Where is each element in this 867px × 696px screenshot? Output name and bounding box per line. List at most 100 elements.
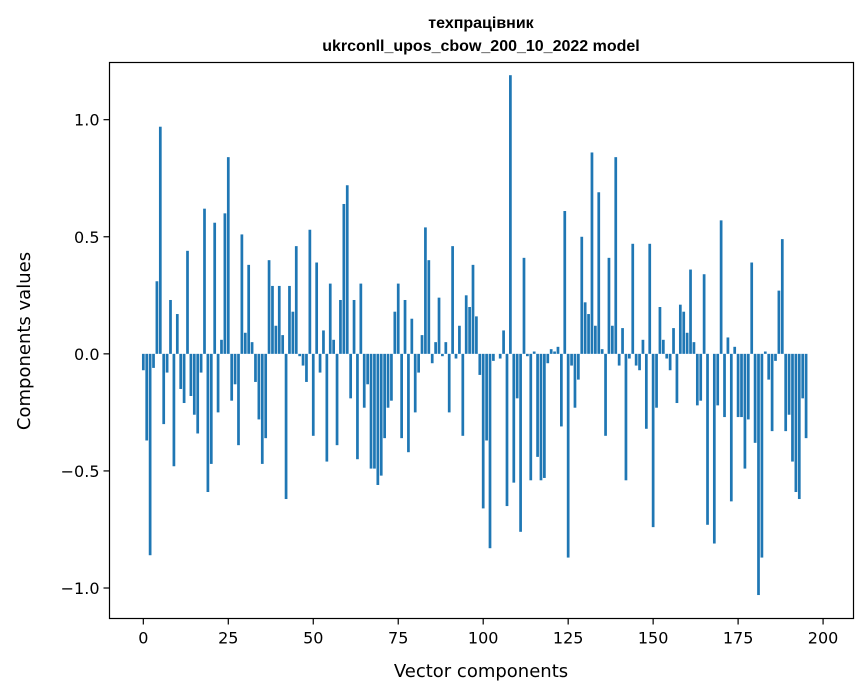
bar-178 (746, 353, 750, 420)
x-tick-label: 25 (218, 629, 238, 648)
plot-frame (108, 61, 855, 620)
bar-170 (719, 220, 723, 354)
x-tick-label: 200 (808, 629, 839, 648)
bar-10 (175, 314, 179, 354)
bar-120 (549, 349, 553, 354)
bar-183 (763, 351, 767, 354)
y-tick-label: 0.0 (74, 345, 99, 364)
bar-103 (492, 353, 495, 361)
bar-72 (386, 353, 390, 408)
bar-45 (294, 246, 298, 354)
bar-61 (349, 353, 353, 399)
bar-74 (393, 311, 397, 354)
bar-82 (420, 335, 424, 354)
bar-65 (362, 353, 366, 408)
bar-121 (553, 351, 556, 354)
bar-114 (529, 353, 533, 481)
bar-111 (519, 353, 522, 532)
bar-149 (648, 243, 652, 354)
bar-153 (661, 339, 665, 354)
bar-131 (587, 314, 590, 354)
bar-60 (345, 185, 349, 354)
chart-title-line-1: техпрацівник (428, 15, 534, 32)
bar-87 (437, 297, 441, 354)
bar-174 (733, 346, 737, 354)
bar-18 (203, 208, 206, 354)
bar-159 (682, 311, 686, 354)
bar-122 (556, 346, 560, 354)
bar-110 (515, 353, 519, 399)
bar-192 (794, 353, 798, 493)
bar-33 (254, 353, 257, 382)
bar-21 (213, 222, 217, 354)
bar-75 (396, 283, 400, 354)
bar-56 (332, 339, 336, 354)
bar-42 (284, 353, 288, 500)
bar-8 (169, 299, 172, 354)
bar-46 (298, 353, 302, 357)
bar-48 (305, 353, 308, 382)
bar-78 (407, 353, 410, 453)
bar-44 (291, 311, 295, 354)
bar-179 (750, 262, 754, 354)
bar-184 (767, 353, 771, 380)
bar-38 (271, 285, 274, 354)
bar-156 (672, 328, 675, 354)
bar-49 (308, 229, 312, 354)
bar-2 (148, 353, 152, 556)
bar-57 (335, 353, 339, 446)
bar-128 (577, 353, 580, 380)
bar-172 (726, 337, 730, 354)
bar-22 (216, 353, 220, 413)
bar-193 (797, 353, 801, 500)
bar-185 (770, 353, 774, 432)
bar-142 (624, 353, 628, 481)
bar-88 (441, 353, 444, 357)
bar-37 (267, 260, 271, 354)
bars-group (141, 75, 808, 596)
bar-101 (485, 353, 488, 441)
bar-20 (209, 353, 213, 464)
bar-89 (444, 342, 448, 354)
bar-190 (787, 353, 791, 415)
x-axis: 0 25 50 75 100 125 150 175 200 (138, 618, 839, 648)
bar-70 (379, 353, 383, 476)
bar-39 (274, 325, 278, 354)
bar-29 (240, 234, 244, 354)
bar-189 (784, 353, 788, 432)
bar-138 (610, 325, 614, 354)
bar-109 (512, 353, 516, 483)
x-tick-label: 150 (638, 629, 669, 648)
bar-0 (141, 353, 145, 371)
x-axis-label: Vector components (394, 661, 568, 682)
bar-191 (791, 353, 794, 462)
bar-47 (301, 353, 305, 366)
bar-3 (152, 353, 155, 368)
x-tick-label: 50 (303, 629, 323, 648)
y-tick-label: 0.5 (74, 228, 99, 247)
bar-43 (288, 285, 291, 354)
bar-13 (186, 250, 189, 354)
bar-14 (189, 353, 193, 396)
bar-92 (454, 353, 458, 359)
bar-158 (678, 304, 682, 354)
bar-30 (243, 332, 247, 354)
bar-107 (505, 353, 509, 507)
bar-55 (328, 283, 332, 354)
bar-94 (461, 353, 465, 436)
y-tick-label: −0.5 (61, 462, 100, 481)
bar-163 (695, 353, 699, 406)
y-tick-label: 1.0 (74, 111, 99, 130)
bar-4 (155, 281, 159, 354)
y-axis: −1.0 −0.5 0.0 0.5 1.0 (61, 111, 110, 598)
bar-50 (311, 353, 315, 436)
bar-182 (760, 353, 764, 558)
bar-129 (580, 236, 584, 354)
bar-23 (220, 339, 223, 354)
bar-106 (502, 330, 505, 354)
bar-19 (206, 353, 210, 493)
bar-148 (644, 353, 648, 429)
x-tick-label: 125 (553, 629, 584, 648)
bar-154 (665, 353, 669, 359)
